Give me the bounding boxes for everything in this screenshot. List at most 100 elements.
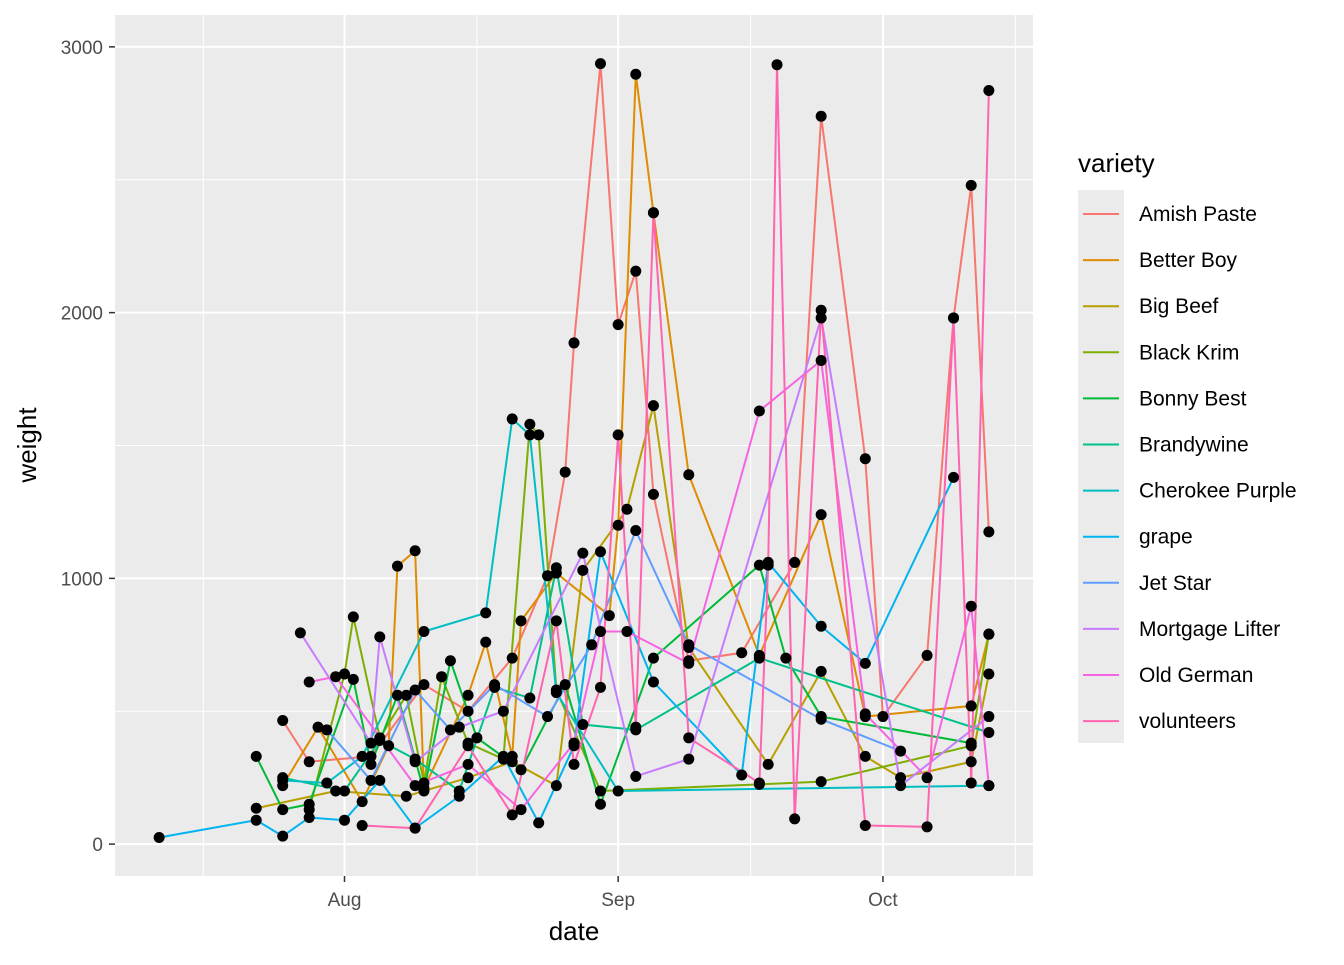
data-point: [303, 812, 315, 824]
data-point: [815, 713, 827, 725]
data-point: [506, 809, 518, 821]
data-point: [736, 647, 748, 659]
data-point: [418, 679, 430, 691]
data-point: [391, 689, 403, 701]
legend-label: Mortgage Lifter: [1139, 618, 1280, 641]
data-point: [815, 665, 827, 677]
data-point: [683, 639, 695, 651]
data-point: [568, 737, 580, 749]
data-point: [321, 777, 333, 789]
data-point: [815, 304, 827, 316]
data-point: [965, 179, 977, 191]
data-point: [965, 737, 977, 749]
data-point: [321, 724, 333, 736]
data-point: [480, 636, 492, 648]
data-point: [303, 676, 315, 688]
y-tick-label: 3000: [61, 38, 103, 59]
legend: variety Amish Paste Better Boy Big Beef Bla…: [1078, 148, 1297, 743]
data-point: [339, 668, 350, 680]
data-point: [374, 734, 386, 746]
data-point: [506, 756, 518, 768]
data-point: [497, 705, 509, 717]
data-point: [409, 756, 421, 768]
data-point: [630, 721, 642, 733]
data-point: [400, 790, 412, 802]
data-point: [409, 780, 421, 792]
data-point: [462, 772, 474, 784]
data-point: [789, 813, 801, 825]
data-point: [462, 740, 474, 752]
data-point: [586, 639, 598, 651]
data-point: [356, 750, 368, 762]
data-point: [612, 429, 624, 441]
data-point: [462, 689, 474, 701]
data-point: [577, 547, 589, 559]
legend-label: Better Boy: [1139, 249, 1238, 272]
data-point: [753, 559, 765, 571]
data-point: [356, 820, 368, 832]
data-point: [418, 777, 430, 789]
y-tick-label: 0: [92, 835, 103, 856]
data-point: [983, 526, 995, 538]
data-point: [347, 611, 359, 623]
data-point: [789, 556, 801, 568]
data-point: [647, 676, 659, 688]
data-point: [391, 560, 403, 572]
data-point: [877, 711, 889, 723]
data-point: [550, 780, 562, 792]
data-point: [630, 68, 642, 80]
data-point: [612, 785, 624, 797]
y-tick-label: 1000: [61, 569, 103, 590]
data-point: [330, 785, 342, 797]
data-point: [383, 740, 395, 752]
legend-title: variety: [1078, 148, 1155, 178]
legend-label: Brandywine: [1139, 434, 1249, 457]
data-point: [400, 689, 412, 701]
data-point: [859, 820, 871, 832]
x-axis-title: date: [549, 916, 600, 946]
data-point: [374, 774, 386, 786]
data-point: [471, 732, 483, 744]
data-point: [577, 564, 589, 576]
data-point: [965, 777, 977, 789]
legend-label: Cherokee Purple: [1139, 480, 1297, 503]
data-point: [859, 657, 871, 669]
data-point: [859, 453, 871, 465]
series-line: [281, 74, 990, 804]
data-point: [453, 790, 465, 802]
data-point: [895, 772, 907, 784]
data-point: [983, 727, 995, 738]
data-point: [277, 830, 289, 842]
data-point: [250, 802, 262, 814]
data-point: [559, 466, 571, 478]
data-point: [462, 758, 474, 770]
data-point: [965, 600, 977, 612]
data-point: [683, 469, 695, 481]
data-point: [948, 471, 960, 483]
data-point: [753, 405, 765, 417]
data-point: [859, 750, 871, 762]
data-point: [683, 732, 695, 744]
data-point: [365, 750, 377, 762]
data-point: [453, 721, 465, 733]
data-point: [753, 777, 765, 789]
data-point: [515, 804, 527, 816]
data-point: [594, 58, 606, 70]
series-line: [282, 416, 989, 792]
data-point: [577, 719, 589, 731]
legend-label: Bonny Best: [1139, 387, 1247, 410]
legend-label: Big Beef: [1139, 295, 1219, 318]
data-point: [815, 312, 827, 324]
data-point: [683, 753, 695, 765]
data-point: [771, 59, 783, 71]
data-point: [594, 681, 606, 693]
data-point: [312, 721, 324, 733]
data-point: [630, 265, 642, 277]
data-point: [647, 207, 659, 219]
data-point: [594, 626, 606, 638]
data-point: [647, 400, 659, 412]
data-point: [983, 84, 995, 96]
data-point: [621, 503, 633, 515]
data-point: [515, 764, 527, 776]
data-point: [365, 737, 377, 749]
